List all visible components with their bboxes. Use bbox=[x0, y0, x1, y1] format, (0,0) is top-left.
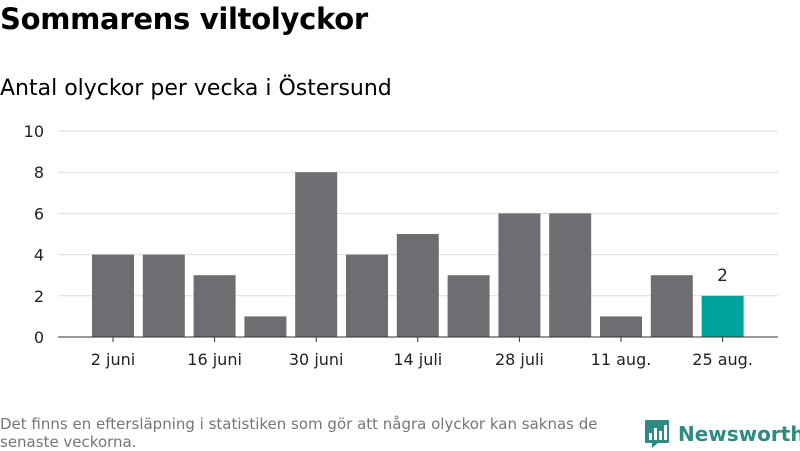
bar-chart-logo-icon bbox=[645, 420, 669, 448]
bar bbox=[650, 275, 693, 337]
bar bbox=[447, 275, 490, 337]
bar bbox=[549, 213, 592, 337]
x-tick-label: 2 juni bbox=[91, 350, 135, 369]
chart-title: Sommarens viltolyckor bbox=[0, 2, 368, 36]
bar bbox=[701, 295, 744, 337]
x-tick-label: 30 juni bbox=[289, 350, 344, 369]
x-tick-label: 11 aug. bbox=[591, 350, 652, 369]
bar bbox=[396, 234, 439, 337]
bar bbox=[600, 316, 642, 337]
brand-name: Newsworthy bbox=[678, 422, 800, 446]
data-label: 2 bbox=[717, 266, 728, 286]
bar bbox=[295, 172, 338, 337]
x-tick-label: 28 juli bbox=[495, 350, 544, 369]
y-tick-label: 6 bbox=[34, 204, 44, 223]
brand-logo[interactable]: Newsworthy bbox=[644, 418, 800, 450]
bar bbox=[92, 254, 134, 337]
bar bbox=[346, 254, 388, 337]
x-tick-label: 16 juni bbox=[187, 350, 242, 369]
chart-subtitle: Antal olyckor per vecka i Östersund bbox=[0, 76, 392, 101]
bar bbox=[142, 254, 185, 337]
bar bbox=[498, 213, 541, 337]
x-tick-label: 25 aug. bbox=[692, 350, 753, 369]
y-tick-label: 8 bbox=[34, 163, 44, 182]
y-tick-label: 2 bbox=[34, 287, 44, 306]
footnote: Det finns en eftersläpning i statistiken… bbox=[0, 415, 598, 451]
x-tick-label: 14 juli bbox=[393, 350, 442, 369]
y-tick-label: 10 bbox=[24, 122, 44, 141]
y-tick-label: 0 bbox=[34, 328, 44, 347]
bar bbox=[193, 275, 236, 337]
y-tick-label: 4 bbox=[34, 246, 44, 265]
bar bbox=[244, 316, 287, 337]
bar-chart: 0 2 4 6 8 10 2 juni 16 juni 30 juni 14 juli 28 jul… bbox=[24, 122, 778, 369]
